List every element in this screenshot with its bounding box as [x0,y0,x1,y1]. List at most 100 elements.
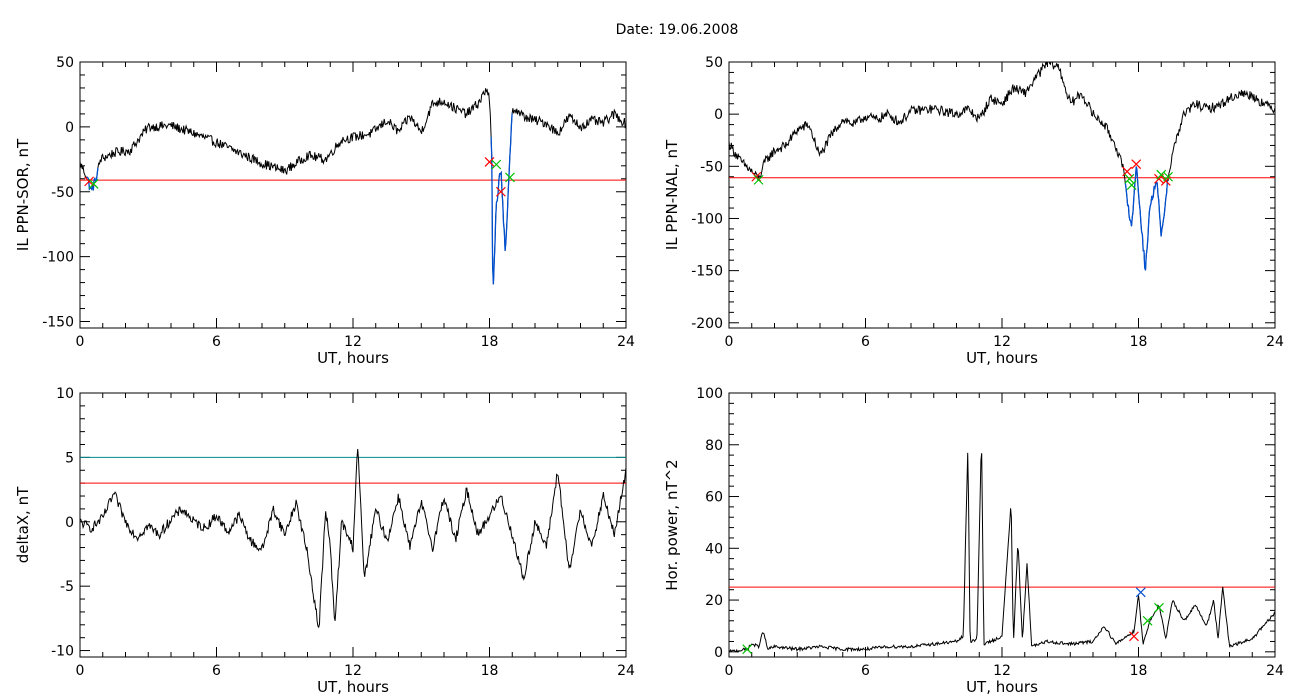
y-tick-label: -100 [42,250,74,266]
x-axis-label: UT, hours [317,678,389,696]
plot-frame [79,392,627,658]
y-tick-label: 20 [705,593,723,609]
x-axis-label: UT, hours [966,349,1038,367]
plot-frame [728,392,1276,658]
y-tick-label: -200 [691,316,723,332]
marker-stroke [84,176,95,187]
marker-red [495,186,506,197]
marker-stroke [1124,173,1135,184]
x-tick-label: 18 [1130,663,1148,679]
x-tick-label: 0 [725,334,734,350]
y-tick-label: -10 [51,644,74,660]
highlight-line [490,113,513,285]
y-tick-label: 80 [705,438,723,454]
x-tick-label: 18 [481,663,499,679]
trace-group [729,452,1275,653]
marker-red [84,176,95,187]
marker-stroke [1122,166,1133,177]
marker-red [1122,166,1133,177]
marker-green [1126,180,1137,191]
marker-green [753,174,764,185]
y-tick-label: 40 [705,541,723,557]
trace-group [80,88,626,285]
plot-frame [79,61,627,329]
marker-green [1156,169,1167,180]
marker-green [1124,173,1135,184]
marker-green [505,172,515,183]
chart-ppn-nal: 0 6 12 18 24 50 0 -50 -100 -150 -200 UT, hours IL PP… [663,55,1284,367]
x-axis-label: UT, hours [317,349,389,367]
figure-title: Date: 19.06.2008 [616,22,739,38]
series-line [80,448,626,629]
y-tick-label: 50 [56,55,74,71]
highlight-line [1124,166,1169,271]
series-line [729,452,1275,653]
y-tick-label: 60 [705,490,723,506]
marker-green [88,179,99,189]
x-tick-label: 12 [344,334,362,350]
marker-blue [1135,587,1146,598]
marker-stroke [1126,180,1137,191]
marker-stroke [491,159,502,170]
y-axis-label: Hor. power, nT^2 [663,459,681,590]
marker-green [1163,171,1173,182]
y-tick-label: -150 [691,264,723,280]
marker-stroke [742,644,753,655]
marker-stroke [1129,631,1139,642]
y-tick-label: -50 [51,185,74,201]
x-tick-label: 6 [861,663,870,679]
series-line [80,88,626,285]
marker-stroke [495,186,506,197]
y-axis-label: IL PPN-NAL, nT [663,139,681,250]
marker-stroke [88,179,99,189]
x-tick-label: 0 [725,663,734,679]
x-tick-label: 6 [861,334,870,350]
marker-stroke [1131,159,1142,170]
x-tick-label: 24 [617,334,635,350]
y-tick-label: -5 [60,579,74,595]
y-tick-label: 0 [65,515,74,531]
chart-deltax: 0 6 12 18 24 10 5 0 -5 -10 UT, hours deltaX, nT [14,386,635,696]
marker-green [491,159,502,170]
x-tick-label: 0 [76,663,85,679]
trace-group [80,448,626,629]
marker-stroke [1156,169,1167,180]
x-tick-label: 18 [1130,334,1148,350]
chart-ppn-sor: 0 6 12 18 24 50 0 -50 -100 -150 UT, hours IL PPN-SO… [14,55,635,367]
marker-stroke [1135,587,1146,598]
y-tick-label: 50 [705,55,723,71]
marker-stroke [505,172,515,183]
y-tick-label: 0 [714,645,723,661]
x-tick-label: 0 [76,334,85,350]
y-tick-label: -100 [691,211,723,227]
x-tick-label: 12 [344,663,362,679]
x-tick-label: 18 [481,334,499,350]
marker-red [1129,631,1139,642]
y-tick-label: 0 [714,107,723,123]
y-tick-label: 0 [65,120,74,136]
marker-red [484,156,495,167]
x-tick-label: 12 [993,334,1011,350]
x-tick-label: 24 [617,663,635,679]
marker-stroke [1154,602,1164,613]
series-line [729,62,1275,271]
marker-green [1154,602,1164,613]
x-axis-label: UT, hours [966,678,1038,696]
marker-green [1142,615,1153,626]
marker-stroke [751,171,762,182]
y-tick-label: -150 [42,315,74,331]
y-tick-label: -50 [700,159,723,175]
marker-stroke [1163,171,1173,182]
x-tick-label: 24 [1266,663,1284,679]
marker-green [742,644,753,655]
marker-stroke [753,174,764,185]
x-tick-label: 6 [212,334,221,350]
x-tick-label: 12 [993,663,1011,679]
y-tick-label: 100 [696,386,723,402]
marker-red [1131,159,1142,170]
trace-group [729,62,1275,271]
chart-hor-power: 0 6 12 18 24 100 80 60 40 20 0 UT, hours Hor. power,… [663,386,1284,696]
y-tick-label: 10 [56,386,74,402]
